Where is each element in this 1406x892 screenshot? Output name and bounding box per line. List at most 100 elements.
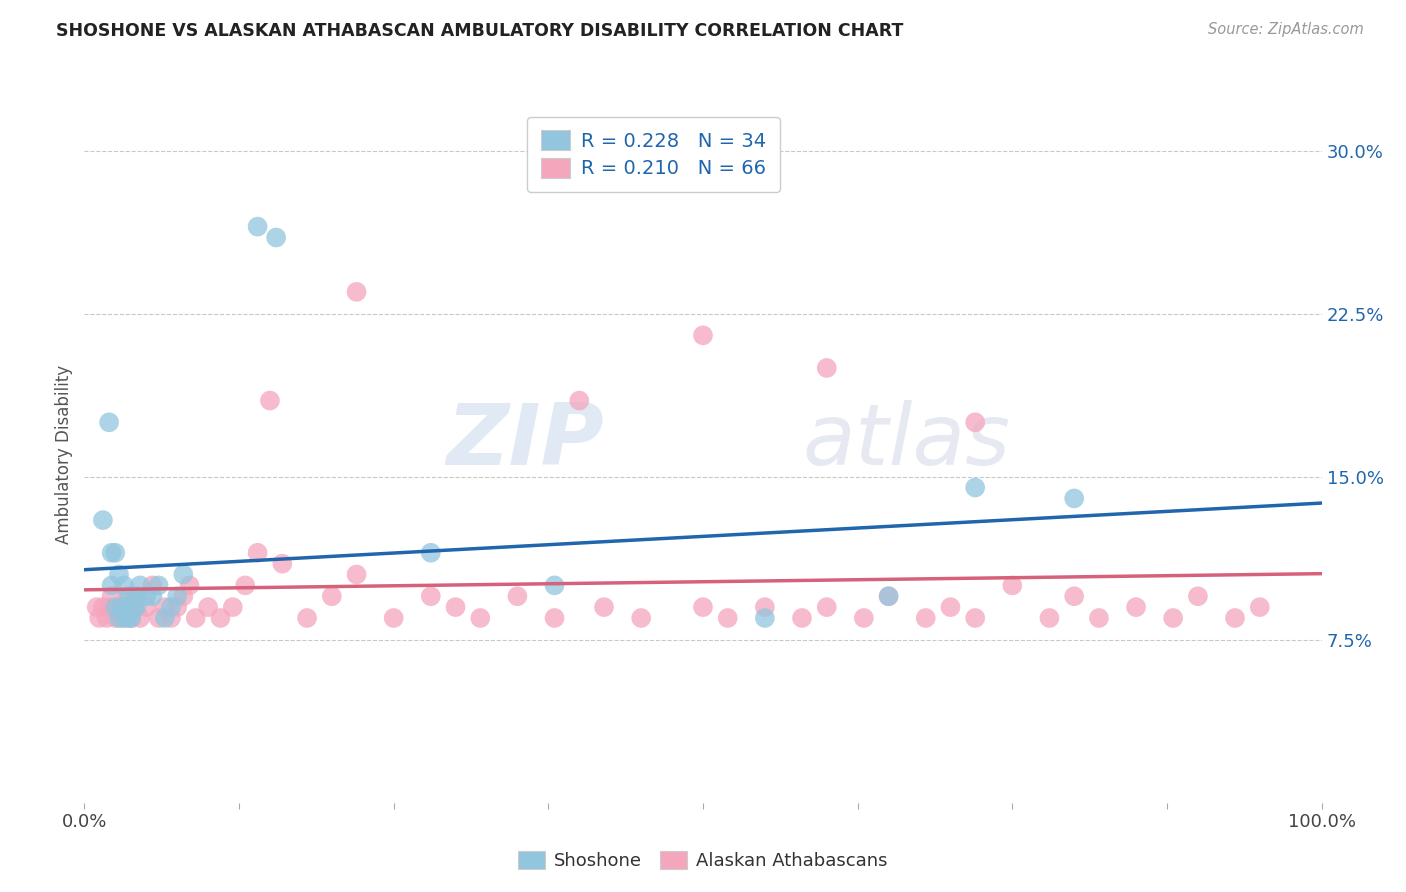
Point bbox=[125, 600, 148, 615]
Point bbox=[117, 589, 139, 603]
Point bbox=[209, 611, 232, 625]
Point bbox=[108, 567, 131, 582]
Point bbox=[89, 611, 111, 625]
Point bbox=[1088, 611, 1111, 625]
Point bbox=[815, 600, 838, 615]
Point bbox=[965, 481, 987, 495]
Point bbox=[914, 611, 936, 625]
Point bbox=[120, 611, 142, 625]
Point bbox=[91, 513, 114, 527]
Point bbox=[114, 611, 136, 625]
Point bbox=[692, 328, 714, 343]
Point bbox=[96, 611, 118, 625]
Legend: Shoshone, Alaskan Athabascans: Shoshone, Alaskan Athabascans bbox=[510, 844, 896, 877]
Point bbox=[104, 611, 127, 625]
Point bbox=[129, 578, 152, 592]
Point bbox=[104, 546, 127, 560]
Point bbox=[382, 611, 405, 625]
Point bbox=[543, 611, 565, 625]
Point bbox=[692, 600, 714, 615]
Point bbox=[112, 600, 135, 615]
Point bbox=[122, 600, 145, 615]
Point bbox=[1063, 589, 1085, 603]
Point bbox=[160, 611, 183, 625]
Point bbox=[295, 611, 318, 625]
Point bbox=[172, 589, 194, 603]
Point bbox=[877, 589, 900, 603]
Point bbox=[148, 578, 170, 592]
Point bbox=[184, 611, 207, 625]
Point bbox=[877, 589, 900, 603]
Point bbox=[1223, 611, 1246, 625]
Point bbox=[120, 611, 142, 625]
Point bbox=[104, 600, 127, 615]
Point bbox=[246, 546, 269, 560]
Text: atlas: atlas bbox=[801, 400, 1010, 483]
Point bbox=[419, 589, 441, 603]
Point bbox=[108, 611, 131, 625]
Point bbox=[790, 611, 813, 625]
Point bbox=[754, 600, 776, 615]
Y-axis label: Ambulatory Disability: Ambulatory Disability bbox=[55, 366, 73, 544]
Point bbox=[852, 611, 875, 625]
Point bbox=[1161, 611, 1184, 625]
Point bbox=[125, 589, 148, 603]
Point bbox=[166, 600, 188, 615]
Point bbox=[153, 611, 176, 625]
Point bbox=[222, 600, 245, 615]
Point bbox=[125, 589, 148, 603]
Point bbox=[568, 393, 591, 408]
Point bbox=[172, 567, 194, 582]
Point bbox=[122, 600, 145, 615]
Point bbox=[135, 600, 157, 615]
Point bbox=[593, 600, 616, 615]
Point bbox=[108, 600, 131, 615]
Point bbox=[754, 611, 776, 625]
Point bbox=[135, 589, 157, 603]
Point bbox=[117, 611, 139, 625]
Point bbox=[86, 600, 108, 615]
Point bbox=[321, 589, 343, 603]
Point bbox=[1125, 600, 1147, 615]
Point bbox=[1038, 611, 1060, 625]
Point bbox=[1063, 491, 1085, 506]
Text: SHOSHONE VS ALASKAN ATHABASCAN AMBULATORY DISABILITY CORRELATION CHART: SHOSHONE VS ALASKAN ATHABASCAN AMBULATOR… bbox=[56, 22, 904, 40]
Point bbox=[98, 600, 121, 615]
Point bbox=[271, 557, 294, 571]
Point bbox=[346, 567, 368, 582]
Point bbox=[246, 219, 269, 234]
Point bbox=[141, 578, 163, 592]
Point bbox=[259, 393, 281, 408]
Point bbox=[543, 578, 565, 592]
Point bbox=[197, 600, 219, 615]
Point bbox=[965, 415, 987, 429]
Point bbox=[264, 230, 287, 244]
Point bbox=[110, 611, 132, 625]
Point bbox=[1001, 578, 1024, 592]
Point bbox=[233, 578, 256, 592]
Point bbox=[815, 360, 838, 375]
Point bbox=[1187, 589, 1209, 603]
Point bbox=[166, 589, 188, 603]
Point bbox=[419, 546, 441, 560]
Point bbox=[112, 578, 135, 592]
Point bbox=[506, 589, 529, 603]
Point bbox=[179, 578, 201, 592]
Point bbox=[160, 600, 183, 615]
Point bbox=[148, 611, 170, 625]
Point bbox=[939, 600, 962, 615]
Point bbox=[444, 600, 467, 615]
Point bbox=[129, 611, 152, 625]
Text: Source: ZipAtlas.com: Source: ZipAtlas.com bbox=[1208, 22, 1364, 37]
Point bbox=[346, 285, 368, 299]
Point bbox=[717, 611, 740, 625]
Point bbox=[98, 415, 121, 429]
Point bbox=[117, 600, 139, 615]
Point bbox=[100, 546, 122, 560]
Point bbox=[110, 600, 132, 615]
Point bbox=[120, 589, 142, 603]
Point bbox=[470, 611, 492, 625]
Text: ZIP: ZIP bbox=[446, 400, 605, 483]
Point bbox=[1249, 600, 1271, 615]
Point bbox=[141, 589, 163, 603]
